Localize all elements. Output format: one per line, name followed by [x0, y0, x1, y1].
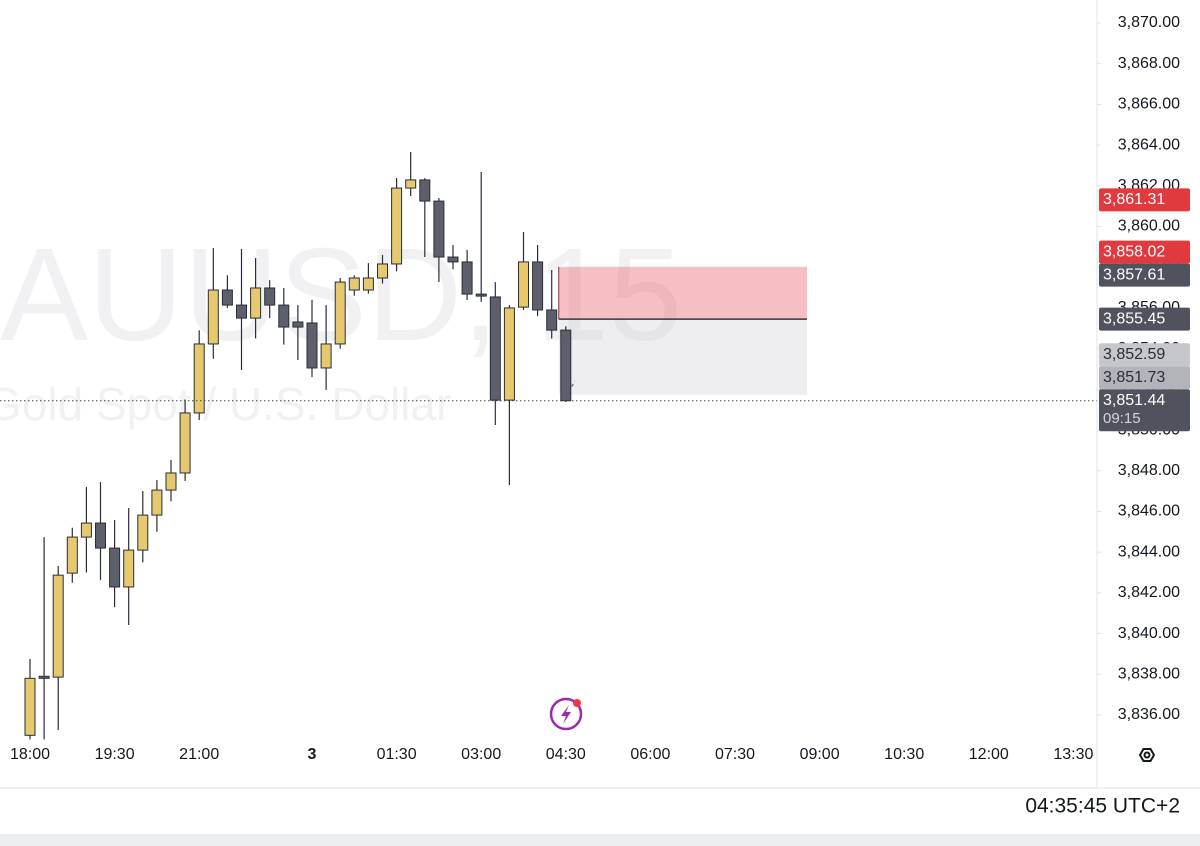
x-tick-label: 13:30 — [1053, 746, 1093, 763]
price-tag-label: 3,852.59 — [1103, 346, 1165, 363]
candle-body — [419, 179, 431, 202]
candle-body — [165, 472, 177, 491]
y-tick-label: 3,864.00 — [1118, 136, 1180, 153]
candle-body — [179, 412, 191, 474]
x-tick-label: 09:00 — [800, 746, 840, 763]
candle-body — [236, 304, 247, 319]
candle-body — [532, 261, 544, 311]
alert-icon[interactable] — [549, 697, 583, 731]
x-tick-label: 04:30 — [546, 746, 586, 763]
y-tick-label: 3,848.00 — [1118, 462, 1180, 479]
candle-body — [52, 574, 64, 678]
candle-body — [405, 179, 417, 189]
price-tag-label: 3,851.44 — [1103, 392, 1165, 409]
candle-body — [193, 343, 205, 414]
settings-hole — [1143, 751, 1151, 759]
candle-body — [461, 261, 473, 295]
x-tick-label: 21:00 — [179, 746, 219, 763]
x-tick-label: 07:30 — [715, 746, 755, 763]
candle-body — [264, 287, 276, 306]
y-tick-label: 3,838.00 — [1118, 665, 1180, 682]
price-tag — [1099, 188, 1190, 212]
price-tag — [1099, 263, 1190, 287]
x-tick-label: 06:00 — [630, 746, 670, 763]
settings-hex — [1138, 748, 1156, 762]
price-tag-label: 3,855.45 — [1103, 310, 1165, 327]
candle-body — [348, 277, 360, 291]
price-tag-label: 3,861.31 — [1103, 191, 1165, 208]
x-tick-label: 19:30 — [95, 746, 135, 763]
price-tag-label: 3,858.02 — [1103, 243, 1165, 260]
price-tag — [1099, 343, 1190, 367]
x-tick-label: 12:00 — [969, 746, 1009, 763]
candle-body — [447, 256, 459, 263]
plot-area — [0, 152, 1097, 740]
x-tick-label: 10:30 — [884, 746, 924, 763]
price-tag — [1099, 389, 1190, 432]
clock: 04:35:45 UTC+2 — [1025, 795, 1180, 818]
y-tick-label: 3,840.00 — [1118, 625, 1180, 642]
candle-body — [489, 296, 501, 401]
candle-body — [221, 289, 233, 306]
watermark-description: Gold Spot / U.S. Dollar — [0, 378, 451, 430]
candle-body — [518, 261, 529, 308]
candle-body — [391, 187, 403, 265]
candle-body — [306, 322, 318, 369]
y-tick-label: 3,842.00 — [1118, 584, 1180, 601]
price-axis: 3,836.00 3,838.00 3,840.00 3,842.00 3,844.00… — [1096, 0, 1190, 788]
candle-body — [24, 677, 36, 736]
price-tag-label: 3,857.61 — [1103, 266, 1165, 283]
x-tick-label: 01:30 — [377, 746, 417, 763]
candle-body — [362, 277, 374, 291]
y-tick-label: 3,844.00 — [1118, 543, 1180, 560]
price-tag — [1099, 366, 1190, 390]
candle-body — [80, 522, 92, 538]
candle-body — [475, 293, 487, 297]
candle-body — [320, 343, 332, 369]
price-tag — [1099, 240, 1190, 264]
candle-body — [433, 200, 445, 258]
price-tag-label: 3,851.73 — [1103, 369, 1165, 386]
x-tick-label: 18:00 — [10, 746, 50, 763]
alert-bolt — [561, 705, 571, 724]
candle-body — [151, 489, 163, 516]
candle-body — [560, 329, 572, 402]
settings-icon[interactable] — [1138, 748, 1156, 762]
y-tick-label: 3,868.00 — [1118, 55, 1180, 72]
candle-body — [66, 536, 78, 574]
target-zone — [558, 319, 807, 395]
y-tick-label: 3,860.00 — [1118, 218, 1180, 235]
y-tick-label: 3,866.00 — [1118, 96, 1180, 113]
price-tag-countdown: 09:15 — [1103, 410, 1141, 427]
candle-body — [292, 321, 304, 328]
candle-body — [207, 289, 219, 345]
alert-ring — [549, 697, 583, 731]
alert-dot — [573, 699, 581, 707]
candle-body — [95, 522, 106, 549]
candle-body — [250, 287, 262, 319]
candle-body — [503, 307, 515, 401]
candle-body — [546, 309, 558, 331]
candle-body — [123, 549, 135, 588]
bottom-strip — [0, 834, 1200, 846]
x-tick-label: 3 — [308, 746, 317, 763]
candle-body — [38, 675, 50, 679]
candle-body — [278, 304, 290, 328]
candle-body — [377, 263, 388, 279]
y-tick-label: 3,870.00 — [1118, 14, 1180, 31]
stop-zone — [558, 266, 807, 320]
price-tag — [1099, 307, 1190, 331]
candle-body — [334, 281, 346, 345]
time-axis: 18:00 19:30 21:00 3 01:30 03:00 04:30 06:00 07:3… — [10, 746, 1094, 763]
y-tick-label: 3,846.00 — [1118, 503, 1180, 520]
y-tick-label: 3,836.00 — [1118, 706, 1180, 723]
x-tick-label: 03:00 — [461, 746, 501, 763]
candle-body — [137, 514, 149, 551]
candle-body — [109, 547, 121, 588]
